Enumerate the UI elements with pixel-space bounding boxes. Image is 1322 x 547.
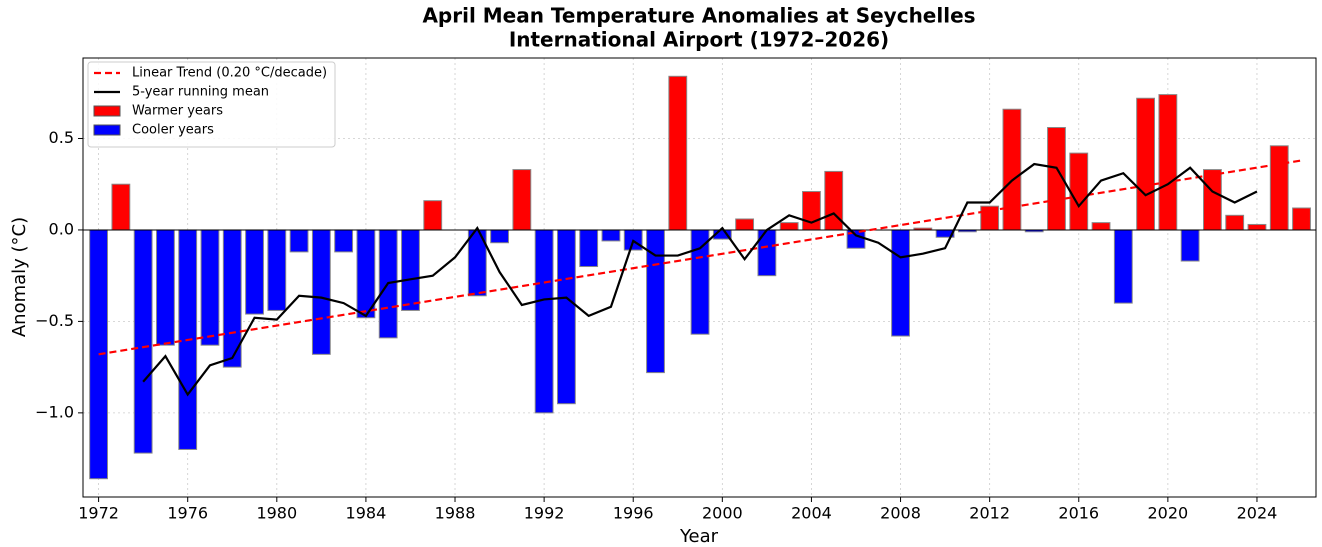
bar — [356, 229, 376, 319]
x-tick-label: 2024 — [1237, 504, 1278, 523]
bar — [1225, 214, 1245, 231]
legend-label: Warmer years — [132, 104, 223, 119]
bar — [490, 229, 509, 244]
x-tick-label: 1972 — [78, 504, 119, 523]
bar — [1158, 94, 1178, 231]
y-tick-label: −1.0 — [35, 402, 74, 421]
bar — [334, 229, 354, 253]
chart-title: International Airport (1972–2026) — [509, 28, 889, 52]
plot-frame — [82, 57, 1317, 498]
bar — [1292, 207, 1311, 231]
x-tick-label: 2016 — [1058, 504, 1099, 523]
legend-swatch — [93, 124, 121, 136]
bar — [289, 229, 309, 253]
x-tick-label: 1992 — [524, 504, 565, 523]
bar — [200, 229, 220, 346]
bar — [1136, 97, 1155, 231]
y-axis-label: Anomaly (°C) — [9, 217, 30, 337]
x-tick-label: 2020 — [1148, 504, 1189, 523]
bar — [311, 229, 331, 355]
legend: Linear Trend (0.20 °C/decade) 5-year runn… — [87, 61, 336, 148]
x-tick-label: 1988 — [435, 504, 476, 523]
x-tick-label: 1980 — [256, 504, 297, 523]
x-tick-label: 1984 — [346, 504, 387, 523]
x-tick-label: 1996 — [613, 504, 654, 523]
legend-label: 5-year running mean — [132, 85, 269, 100]
bar — [245, 229, 264, 315]
x-tick-label: 2004 — [791, 504, 832, 523]
bar — [1180, 229, 1200, 262]
legend-box — [87, 61, 336, 148]
legend-swatch — [93, 105, 121, 117]
bar — [401, 229, 420, 311]
x-tick-label: 2008 — [880, 504, 921, 523]
bar — [512, 169, 532, 231]
trend-line — [98, 159, 1302, 356]
y-tick-label: 0.5 — [49, 128, 74, 147]
x-tick-label: 2000 — [702, 504, 743, 523]
bar — [156, 229, 175, 346]
bar — [579, 229, 599, 268]
bar — [1269, 145, 1289, 231]
bar — [1203, 169, 1222, 231]
x-tick-label: 1976 — [167, 504, 208, 523]
legend-label: Linear Trend (0.20 °C/decade) — [132, 66, 327, 81]
bar — [534, 229, 554, 414]
bar — [1247, 223, 1267, 231]
x-tick-label: 2012 — [969, 504, 1010, 523]
bar — [111, 183, 131, 231]
bar — [1069, 152, 1089, 231]
bar — [1002, 108, 1022, 231]
running-mean-line — [142, 162, 1258, 397]
y-tick-label: 0.0 — [49, 219, 74, 238]
bar — [690, 229, 710, 335]
legend-label: Cooler years — [132, 123, 214, 138]
bar — [133, 229, 153, 454]
bar — [1113, 229, 1133, 304]
bar — [556, 229, 576, 405]
bar — [735, 218, 755, 231]
x-axis-label: Year — [679, 526, 719, 547]
bar — [802, 191, 821, 231]
bar — [668, 75, 688, 231]
bar — [601, 229, 621, 242]
y-tick-label: −0.5 — [35, 311, 74, 330]
bar — [423, 200, 443, 231]
bar — [891, 229, 910, 337]
bar — [1091, 222, 1111, 231]
bar — [779, 222, 799, 231]
chart-title: April Mean Temperature Anomalies at Seyc… — [422, 4, 975, 28]
bar — [267, 229, 287, 311]
